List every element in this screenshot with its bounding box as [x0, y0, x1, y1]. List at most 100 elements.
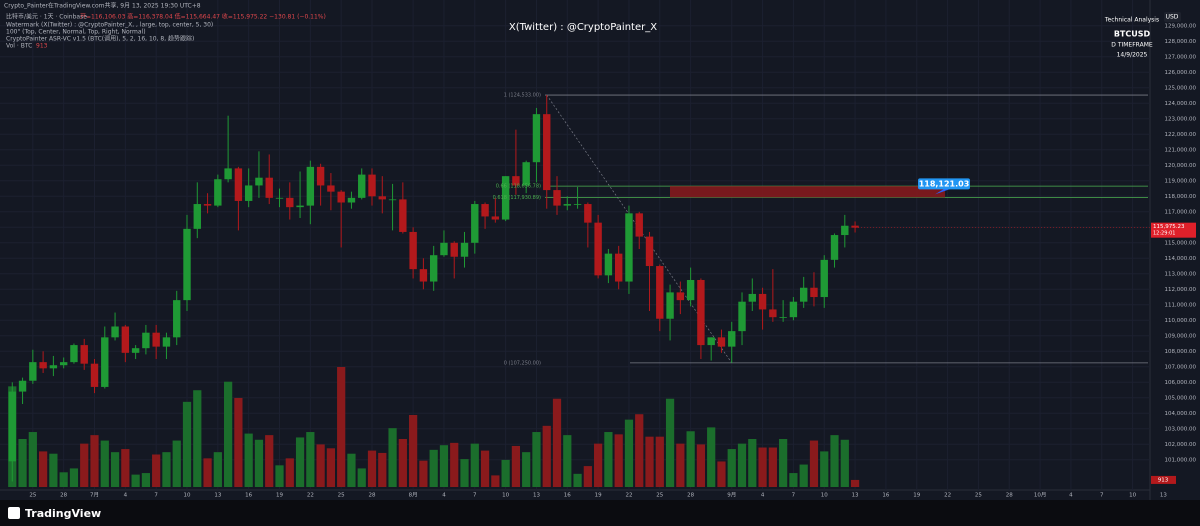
- candle-body: [779, 317, 787, 318]
- x-tick-label: 25: [338, 493, 345, 499]
- y-tick-label: 125,000.00: [1165, 85, 1197, 91]
- volume-bar: [758, 447, 767, 487]
- candle-body: [306, 166, 315, 206]
- share-note: Crypto_Painter在TradingView.com共享, 9月 13,…: [4, 2, 201, 10]
- x-tick-label: 4: [442, 493, 446, 499]
- x-tick-label: 9月: [727, 492, 736, 499]
- candle-body: [543, 114, 551, 191]
- volume-bar: [121, 449, 130, 487]
- candle-body: [59, 362, 68, 366]
- volume-bar: [779, 439, 788, 487]
- y-tick-label: 129,000.00: [1165, 23, 1197, 29]
- volume-bar: [409, 415, 418, 487]
- candle-body: [614, 253, 623, 282]
- fib-label: 0.618 (117,930.89): [493, 195, 541, 201]
- volume-bar: [522, 452, 531, 487]
- fib-label: 0.66 (118,656.78): [496, 184, 541, 190]
- volume-bar: [799, 464, 808, 487]
- volume-bar: [265, 435, 274, 487]
- candle-body: [748, 293, 756, 302]
- currency: USD: [1166, 14, 1179, 21]
- candle-body: [234, 168, 243, 201]
- candle-body: [789, 301, 798, 318]
- y-tick-label: 124,000.00: [1165, 101, 1197, 107]
- volume-bar: [737, 443, 747, 487]
- x-tick-label: 10月: [1034, 492, 1047, 499]
- info-line: 14/9/2025: [1117, 52, 1148, 59]
- quote: 开=116,106.03 高=116,378.04 低=115,664.47 收…: [80, 13, 326, 21]
- symbol: 比特币/美元 · 1天 · Coinbase: [6, 13, 87, 21]
- candle-body: [594, 222, 602, 276]
- y-tick-label: 117,000.00: [1165, 209, 1197, 215]
- volume-bar: [748, 439, 757, 487]
- callout-box: [918, 178, 970, 190]
- candle-body: [368, 174, 376, 197]
- candle-body: [265, 177, 273, 198]
- candle-body: [29, 362, 37, 381]
- x-tick-label: 4: [124, 493, 128, 499]
- candle-body: [90, 363, 99, 387]
- x-tick-label: 4: [1069, 493, 1073, 499]
- candle-body: [183, 228, 191, 301]
- volume-bar: [378, 452, 387, 487]
- x-tick-label: 13: [852, 493, 859, 499]
- volume-bar: [686, 431, 695, 487]
- candle-body: [450, 242, 458, 257]
- y-tick-label: 118,000.00: [1165, 194, 1197, 200]
- fib-label: 1 (124,533.00): [504, 93, 541, 99]
- volume-bar: [367, 450, 377, 487]
- candle-body: [645, 236, 654, 267]
- volume-bar: [388, 428, 397, 487]
- x-tick-label: 28: [687, 493, 694, 499]
- candle-body: [440, 242, 448, 256]
- volume-bar: [552, 398, 562, 487]
- volume-bar: [727, 449, 736, 487]
- volume-bar: [419, 460, 428, 487]
- candle-body: [214, 179, 222, 206]
- info-line: D TIMEFRAME: [1111, 42, 1153, 49]
- x-tick-label: 7: [154, 493, 158, 499]
- candle-body: [203, 204, 212, 206]
- last-price-label: 115,975.23: [1153, 224, 1185, 230]
- volume-bar: [830, 435, 839, 487]
- volume-bar: [131, 474, 140, 487]
- candle-body: [152, 332, 160, 347]
- volume-bar: [152, 454, 161, 487]
- volume-bar: [655, 436, 664, 487]
- candle-body: [347, 197, 356, 203]
- callout-label: 118,121.03: [919, 179, 970, 188]
- volume-bar: [213, 452, 222, 487]
- volume-bar: [717, 461, 726, 487]
- candle-body: [501, 176, 510, 220]
- candle-body: [131, 348, 140, 353]
- candle-body: [758, 293, 767, 310]
- volume-bar: [563, 435, 572, 487]
- candle-body: [471, 204, 479, 243]
- candle-body: [286, 197, 294, 208]
- y-tick-label: 111,000.00: [1165, 302, 1197, 308]
- x-tick-label: 7: [792, 493, 796, 499]
- candle-body: [162, 337, 171, 347]
- y-tick-label: 120,000.00: [1165, 163, 1197, 169]
- candle-body: [584, 204, 592, 223]
- volume-bar: [285, 458, 294, 487]
- volume-bar: [460, 459, 469, 487]
- candle-body: [296, 205, 304, 208]
- candle-body: [810, 287, 818, 298]
- candle-body: [111, 326, 119, 338]
- volume-bar: [768, 447, 777, 487]
- x-tick-label: 22: [307, 493, 314, 499]
- y-tick-label: 112,000.00: [1165, 287, 1197, 293]
- candle-body: [193, 204, 201, 229]
- x-tick-label: 4: [761, 493, 765, 499]
- candle-body: [378, 196, 386, 200]
- volume-bar: [224, 381, 233, 487]
- x-tick-label: 7: [1100, 493, 1104, 499]
- volume-bar: [542, 425, 551, 487]
- last-price-box: [1151, 222, 1196, 238]
- volume-bar: [100, 440, 109, 487]
- candle-body: [522, 162, 530, 186]
- volume-bar: [532, 432, 541, 487]
- candle-body: [49, 365, 58, 369]
